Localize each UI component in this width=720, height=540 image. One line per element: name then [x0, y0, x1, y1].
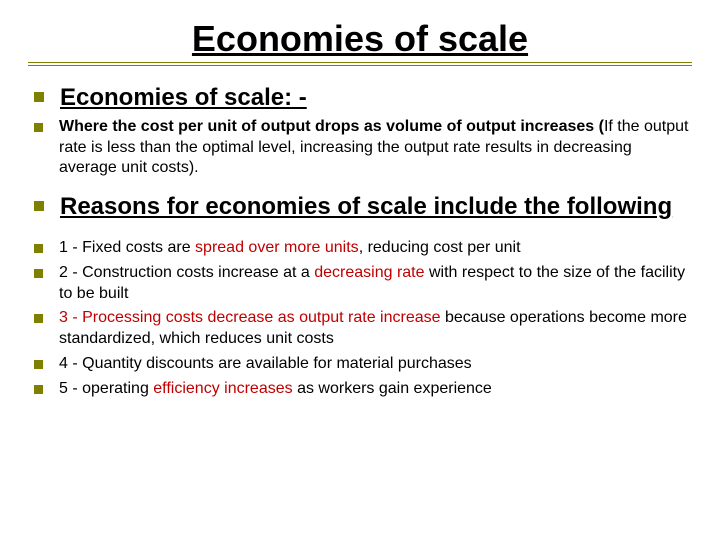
list-item-1: 1 - Fixed costs are spread over more uni… [34, 238, 692, 259]
paragraph-row-1: Where the cost per unit of output drops … [34, 117, 692, 179]
item3-a: 3 - Processing costs decrease as output … [59, 309, 445, 326]
item5-text: 5 - operating efficiency increases as wo… [59, 379, 492, 400]
bullet-icon [34, 201, 44, 211]
bullet-icon [34, 92, 44, 102]
item2-a: 2 - Construction costs increase at a [59, 264, 314, 281]
item4-text: 4 - Quantity discounts are available for… [59, 354, 472, 375]
paragraph-1: Where the cost per unit of output drops … [59, 117, 692, 179]
list-item-2: 2 - Construction costs increase at a dec… [34, 263, 692, 305]
title-rule-bottom [28, 65, 692, 66]
slide-title: Economies of scale [28, 18, 692, 60]
item1-a: 1 - Fixed costs are [59, 239, 195, 256]
para1-bold: Where the cost per unit of output drops … [59, 118, 604, 135]
bullet-icon [34, 314, 43, 323]
bullet-icon [34, 269, 43, 278]
item5-a: 5 - operating [59, 380, 153, 397]
title-rule-top [28, 62, 692, 63]
slide: Economies of scale Economies of scale: -… [0, 0, 720, 540]
list-item-5: 5 - operating efficiency increases as wo… [34, 379, 692, 400]
list-item-4: 4 - Quantity discounts are available for… [34, 354, 692, 375]
heading-1: Economies of scale: - [60, 84, 307, 113]
item3-text: 3 - Processing costs decrease as output … [59, 308, 692, 350]
bullet-icon [34, 244, 43, 253]
bullet-icon [34, 123, 43, 132]
list-item-3: 3 - Processing costs decrease as output … [34, 308, 692, 350]
heading-row-1: Economies of scale: - [34, 84, 692, 113]
title-block: Economies of scale [28, 18, 692, 66]
heading-row-2: Reasons for economies of scale include t… [34, 193, 692, 222]
item1-c: , reducing cost per unit [359, 239, 521, 256]
item5-b: efficiency increases [153, 380, 297, 397]
item1-text: 1 - Fixed costs are spread over more uni… [59, 238, 521, 259]
bullet-icon [34, 360, 43, 369]
item2-b: decreasing rate [314, 264, 429, 281]
item2-text: 2 - Construction costs increase at a dec… [59, 263, 692, 305]
item1-b: spread over more units [195, 239, 359, 256]
item5-c: as workers gain experience [297, 380, 492, 397]
heading-2: Reasons for economies of scale include t… [60, 193, 672, 222]
bullet-icon [34, 385, 43, 394]
content-area: Economies of scale: - Where the cost per… [28, 84, 692, 400]
